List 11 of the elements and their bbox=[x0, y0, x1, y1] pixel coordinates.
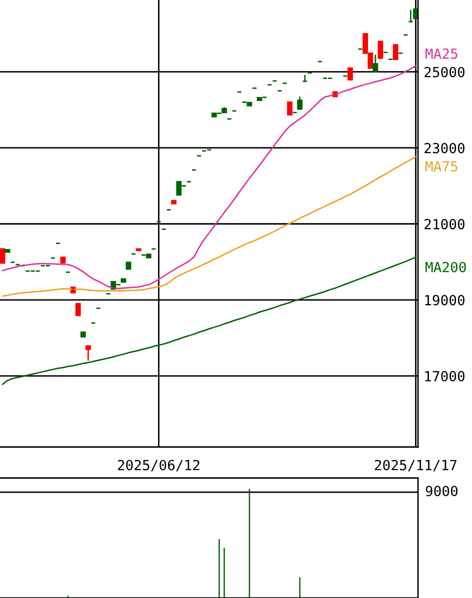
y-tick-label: 25000 bbox=[424, 66, 464, 78]
y-tick-label: 17000 bbox=[425, 370, 464, 382]
y-tick-label: 21000 bbox=[424, 218, 464, 230]
series-label: MA25 bbox=[426, 48, 458, 59]
x-tick-label: 2025/11/17 bbox=[374, 460, 456, 472]
series-label: MA75 bbox=[426, 161, 458, 172]
series-label: MA200 bbox=[426, 262, 466, 272]
y-tick-label: 23000 bbox=[424, 142, 464, 154]
text: 9000 bbox=[426, 486, 458, 496]
x-tick-label: 2025/06/12 bbox=[118, 460, 200, 472]
y-tick-label: 19000 bbox=[425, 294, 464, 306]
